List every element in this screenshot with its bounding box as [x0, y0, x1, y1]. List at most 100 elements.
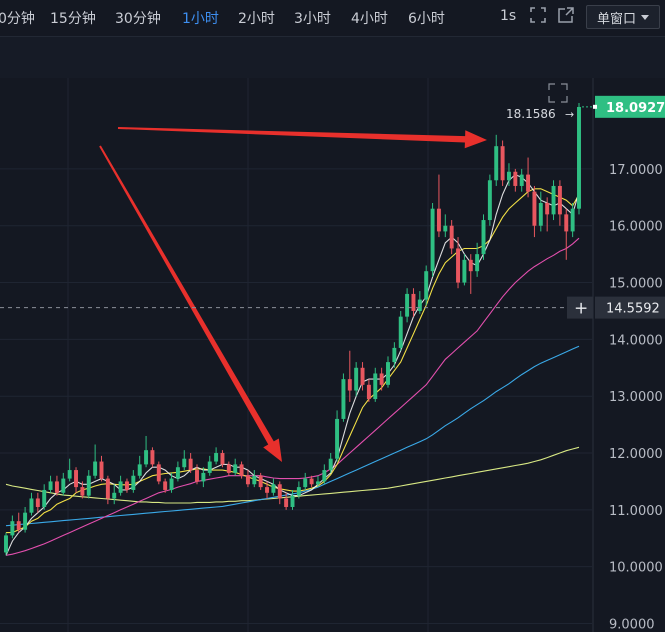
candle-body-17 — [112, 492, 117, 499]
fullscreen-icon[interactable] — [529, 7, 547, 25]
timeframe-tab-2[interactable]: 15分钟 — [50, 11, 96, 27]
candle-42 — [271, 478, 276, 496]
last-price-label: 18.0927 — [606, 101, 665, 116]
price-axis: 17.0000 16.0000 15.0000 14.0000 13.0000 12.00… — [609, 163, 663, 632]
candle-18 — [118, 475, 123, 496]
candle-4 — [29, 492, 34, 516]
candle-58 — [373, 367, 378, 402]
candle-body-46 — [296, 487, 301, 496]
candle-body-56 — [360, 367, 365, 385]
candle-61 — [392, 342, 397, 368]
candle-62 — [398, 310, 403, 351]
candle-body-83 — [532, 191, 537, 226]
candle-14 — [93, 444, 98, 479]
candle-body-50 — [322, 470, 327, 482]
price-tick-3: 14.0000 — [609, 333, 663, 348]
timeframe-tab-7[interactable]: 4小时 — [351, 11, 388, 27]
candle-body-36 — [233, 464, 238, 473]
candle-body-30 — [195, 470, 199, 482]
candle-33 — [214, 447, 219, 465]
candle-body-62 — [398, 316, 403, 348]
candle-57 — [366, 379, 371, 402]
candle-84 — [538, 191, 543, 232]
single-window-dropdown[interactable]: 单窗口 — [586, 5, 660, 29]
candle-68 — [436, 174, 441, 238]
single-window-label: 单窗口 — [596, 11, 636, 27]
candle-37 — [239, 461, 244, 479]
candle-10 — [67, 458, 72, 482]
plus-icon: + — [574, 299, 588, 319]
candle-body-61 — [392, 347, 397, 363]
candle-32 — [207, 455, 212, 476]
candle-body-34 — [220, 453, 225, 465]
timeframe-tab-1[interactable]: 0分钟 — [0, 11, 35, 27]
candle-body-72 — [462, 259, 467, 283]
timeframe-tab-5[interactable]: 2小时 — [238, 11, 275, 27]
candle-79 — [506, 163, 511, 186]
chart-background — [0, 78, 665, 632]
candle-34 — [220, 450, 225, 468]
candle-20 — [131, 470, 136, 493]
annotation-arrow-horizontal — [117, 127, 487, 149]
candle-body-41 — [265, 487, 270, 493]
candle-60 — [386, 356, 390, 388]
candle-body-76 — [487, 180, 492, 221]
candle-12 — [80, 481, 85, 499]
candle-body-9 — [61, 478, 66, 493]
candle-body-66 — [424, 271, 429, 300]
candle-body-12 — [80, 487, 85, 496]
candle-body-0 — [4, 535, 8, 553]
candle-body-27 — [175, 467, 180, 479]
candle-body-20 — [131, 475, 136, 490]
candle-46 — [296, 481, 301, 499]
candle-body-39 — [252, 475, 257, 485]
candle-body-73 — [468, 259, 473, 272]
candle-body-19 — [124, 481, 129, 490]
candle-body-8 — [54, 481, 59, 493]
candle-41 — [265, 481, 270, 499]
candle-body-3 — [23, 512, 28, 530]
timeframe-tab-6[interactable]: 3小时 — [294, 11, 331, 27]
candle-body-68 — [436, 208, 441, 232]
candle-body-18 — [118, 481, 123, 493]
timeframe-tab-8[interactable]: 6小时 — [408, 11, 445, 27]
candle-56 — [360, 362, 365, 391]
candle-0 — [4, 532, 8, 556]
candle-47 — [303, 472, 308, 490]
candle-body-7 — [48, 481, 53, 490]
candle-80 — [513, 168, 518, 192]
candle-body-33 — [214, 453, 219, 462]
candle-39 — [252, 470, 257, 488]
candle-body-21 — [137, 464, 142, 476]
price-tick-8: 9.0000 — [609, 617, 655, 632]
arrow-right-icon: → — [565, 108, 574, 121]
candle-89 — [570, 203, 575, 238]
candlestick-chart[interactable]: 17.0000 16.0000 15.0000 14.0000 13.0000 12.00… — [0, 78, 665, 632]
popout-icon[interactable] — [557, 7, 575, 25]
candle-body-58 — [373, 373, 378, 400]
candle-body-86 — [551, 185, 556, 215]
candle-6 — [42, 484, 47, 510]
candle-2 — [16, 512, 21, 533]
candle-body-84 — [538, 203, 543, 226]
candle-87 — [557, 180, 562, 226]
timeframe-tab-4[interactable]: 1小时 — [182, 11, 219, 27]
candle-23 — [150, 447, 155, 468]
candle-body-44 — [284, 498, 289, 507]
candle-body-29 — [188, 458, 193, 471]
candle-76 — [487, 174, 492, 226]
candle-70 — [449, 220, 454, 255]
candle-35 — [226, 461, 231, 476]
crosshair-price-label: 14.5592 — [606, 302, 660, 317]
seconds-interval-button[interactable]: 1s — [500, 8, 517, 24]
candle-body-52 — [335, 418, 340, 459]
candle-body-43 — [277, 484, 282, 499]
candle-body-10 — [67, 470, 72, 479]
candle-body-69 — [443, 225, 448, 232]
candle-74 — [475, 242, 480, 277]
timeframe-tab-3[interactable]: 30分钟 — [115, 11, 161, 27]
candle-body-87 — [557, 185, 562, 215]
annotation-arrows — [99, 127, 487, 462]
candle-40 — [258, 472, 263, 490]
popout-icon-glyph — [558, 7, 574, 23]
